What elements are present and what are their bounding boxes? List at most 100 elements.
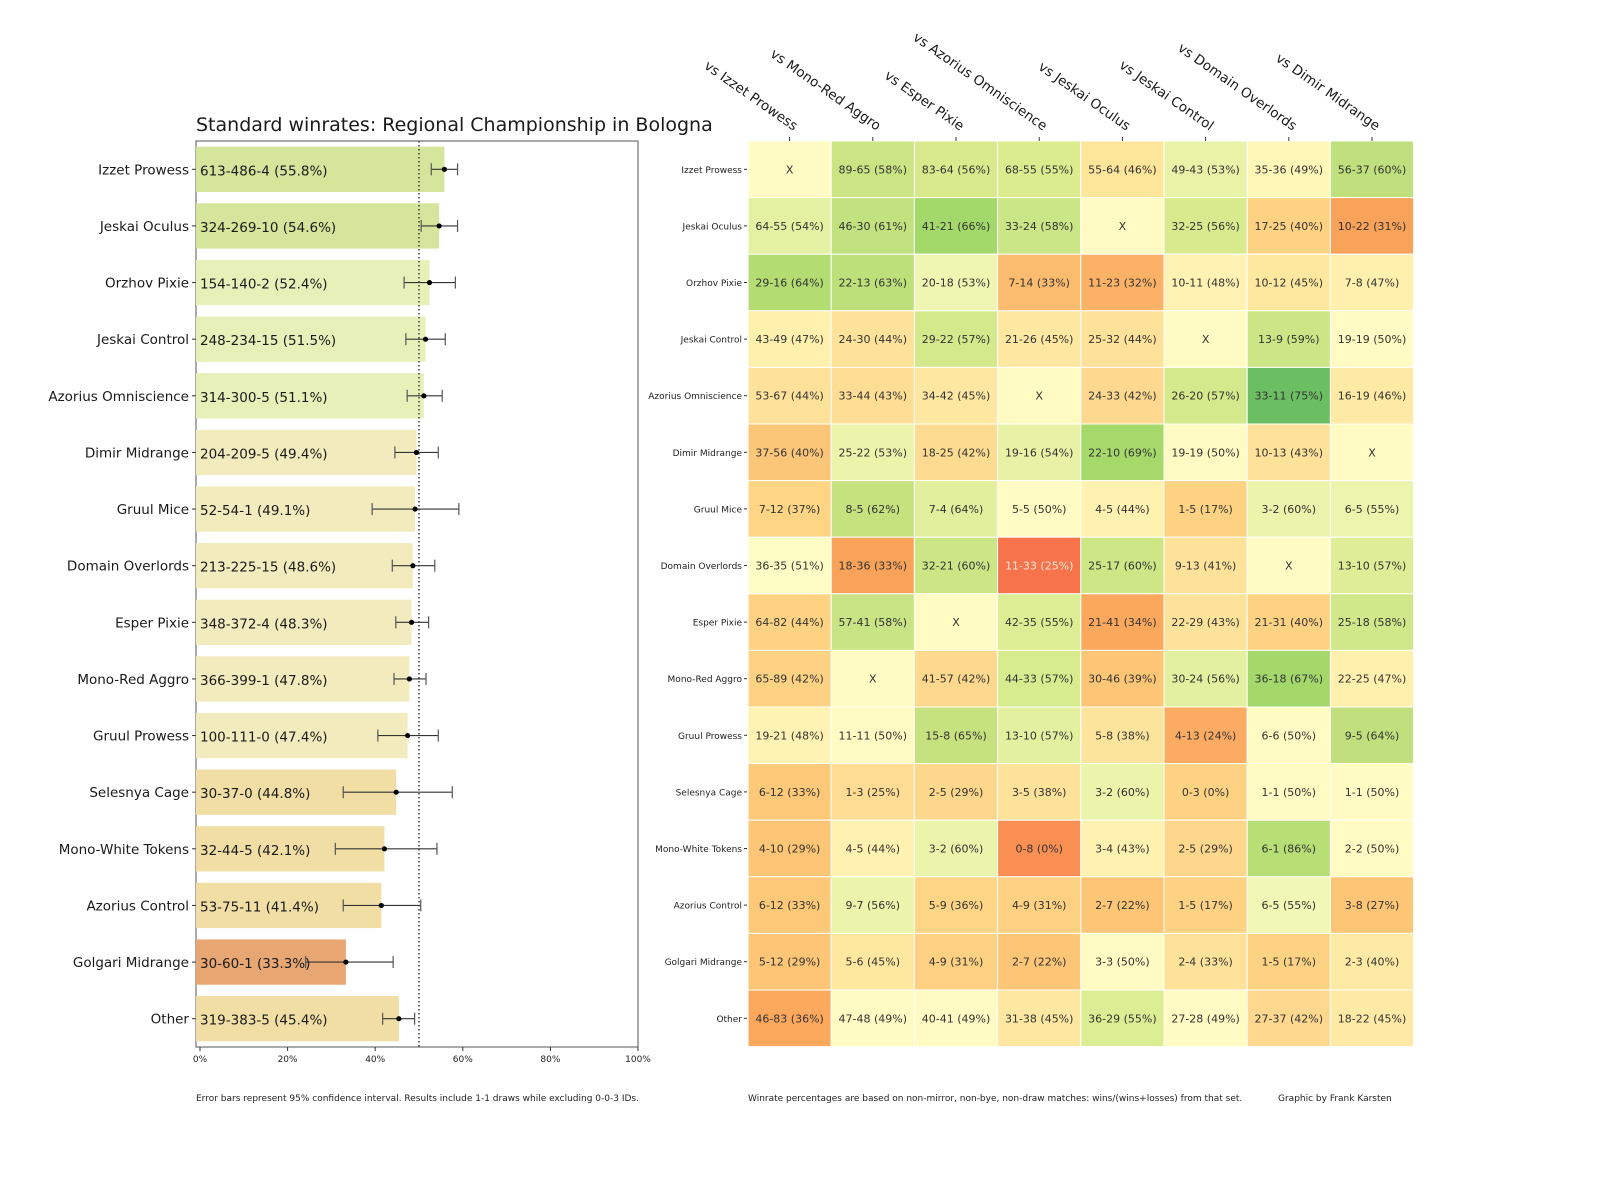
- heatmap-cell-label: 10-11 (48%): [1171, 277, 1240, 290]
- heatmap-cell-label: 4-10 (29%): [759, 843, 821, 856]
- heatmap-cell-label: 33-44 (43%): [839, 390, 908, 403]
- row-label: Golgari Midrange: [665, 958, 743, 968]
- row-label: Gruul Prowess: [678, 732, 742, 742]
- bar-10: [196, 712, 408, 759]
- heatmap-cell: [1329, 763, 1415, 821]
- heatmap-cell-label: 32-21 (60%): [922, 560, 991, 573]
- heatmap-cell-label: 19-16 (54%): [1005, 446, 1074, 459]
- heatmap-cell-label: 6-12 (33%): [759, 899, 821, 912]
- heatmap-cell-label: 20-18 (53%): [922, 277, 991, 290]
- y-tick-label: Jeskai Control: [96, 332, 189, 348]
- matchup-heatmap: X 89-65 (58%) 83-64 (56%) 68-55 (55%) 55-64 …: [648, 29, 1415, 1048]
- bar-1: [196, 203, 440, 249]
- mean-point-13: [378, 902, 384, 909]
- heatmap-cell: [1329, 310, 1415, 368]
- heatmap-cell-label: 4-9 (31%): [929, 956, 984, 969]
- heatmap-cell: [997, 763, 1082, 821]
- heatmap-cell-label: 30-46 (39%): [1088, 673, 1157, 686]
- heatmap-cell: [1246, 480, 1331, 538]
- heatmap-cell: [1246, 932, 1331, 991]
- heatmap-cell: [997, 876, 1082, 934]
- heatmap-cell: [1246, 366, 1331, 425]
- winrate-bar-chart: Izzet Prowess 613-486-4 (55.8%) Jeskai Ocu…: [48, 140, 651, 1065]
- heatmap-cell-label: 29-22 (57%): [922, 333, 991, 346]
- bar-data-label: 204-209-5 (49.4%): [200, 446, 328, 462]
- row-label: Azorius Omniscience: [648, 392, 742, 402]
- heatmap-cell-label: 6-5 (55%): [1262, 899, 1317, 912]
- bar-data-label: 324-269-10 (54.6%): [200, 220, 336, 236]
- bar-8: [196, 599, 412, 645]
- heatmap-cell: [1080, 989, 1165, 1048]
- heatmap-cell-label: 18-36 (33%): [839, 560, 908, 573]
- heatmap-cell-label: 10-12 (45%): [1255, 277, 1324, 290]
- heatmap-cell-label: 21-31 (40%): [1255, 616, 1324, 629]
- heatmap-cell: [747, 253, 832, 312]
- heatmap-cell: [1163, 989, 1248, 1048]
- heatmap-cell: [997, 536, 1082, 595]
- heatmap-cell: [830, 593, 915, 651]
- heatmap-cell-label: 35-36 (49%): [1255, 163, 1324, 176]
- x-tick-label: 0%: [193, 1055, 208, 1065]
- bar-9: [196, 656, 410, 702]
- heatmap-cell-label: 3-2 (60%): [1095, 786, 1150, 799]
- heatmap-cell-label: 2-5 (29%): [929, 786, 984, 799]
- heatmap-cell: [1080, 310, 1165, 368]
- mean-point-5: [413, 449, 419, 456]
- bar-4: [196, 373, 424, 419]
- heatmap-cell: [1329, 423, 1415, 482]
- heatmap-cell-label: 6-5 (55%): [1345, 503, 1400, 516]
- bar-15: [196, 996, 399, 1042]
- heatmap-cell: [830, 366, 915, 425]
- mean-point-6: [412, 506, 418, 512]
- x-tick-label: 40%: [365, 1055, 385, 1065]
- y-tick-label: Jeskai Oculus: [99, 219, 189, 235]
- heatmap-cell: [830, 876, 915, 934]
- heatmap-cell: [1163, 706, 1248, 765]
- heatmap-cell: [747, 197, 832, 255]
- heatmap-cell: [830, 140, 915, 199]
- heatmap-cell-label: 3-3 (50%): [1095, 956, 1150, 969]
- heatmap-cell: [1246, 140, 1331, 199]
- y-tick-label: Dimir Midrange: [85, 445, 189, 461]
- row-label: Jeskai Oculus: [682, 222, 743, 232]
- heatmap-cell: [997, 593, 1082, 651]
- heatmap-cell-label: 2-7 (22%): [1095, 899, 1150, 912]
- heatmap-cell: [1329, 706, 1415, 765]
- heatmap-cell-label: X: [1285, 560, 1293, 573]
- heatmap-cell-label: 2-7 (22%): [1012, 956, 1067, 969]
- heatmap-cell-label: 34-42 (45%): [922, 390, 991, 403]
- heatmap-cell-label: 6-1 (86%): [1262, 843, 1317, 856]
- heatmap-cell-label: 41-57 (42%): [922, 673, 991, 686]
- plot-frame: [195, 140, 639, 1048]
- y-tick-label: Golgari Midrange: [73, 955, 189, 971]
- heatmap-cell-label: 7-4 (64%): [929, 503, 984, 516]
- bar-data-label: 30-60-1 (33.3%): [200, 956, 310, 972]
- heatmap-cell-label: 9-13 (41%): [1175, 560, 1237, 573]
- heatmap-cell-label: 22-13 (63%): [839, 277, 908, 290]
- bar-chart-title: Standard winrates: Regional Championship…: [196, 114, 713, 136]
- heatmap-cell: [1163, 366, 1248, 425]
- bar-data-label: 100-111-0 (47.4%): [200, 730, 328, 746]
- heatmap-cell: [1080, 649, 1165, 708]
- heatmap-cell-label: 4-5 (44%): [846, 843, 901, 856]
- heatmap-cell-label: 46-83 (36%): [755, 1012, 824, 1025]
- heatmap-cell: [1163, 819, 1248, 878]
- heatmap-cell-label: 3-4 (43%): [1095, 843, 1150, 856]
- heatmap-cell: [1246, 763, 1331, 821]
- y-tick-label: Izzet Prowess: [98, 162, 189, 178]
- heatmap-cell: [1329, 593, 1415, 651]
- y-tick-label: Gruul Mice: [117, 502, 189, 518]
- heatmap-cell-label: 22-10 (69%): [1088, 446, 1157, 459]
- heatmap-cell-label: 43-49 (47%): [755, 333, 824, 346]
- heatmap-cell-label: 21-26 (45%): [1005, 333, 1074, 346]
- bar-chart-footnote: Error bars represent 95% confidence inte…: [196, 1094, 639, 1104]
- bar-5: [196, 429, 417, 476]
- row-label: Jeskai Control: [680, 336, 742, 346]
- row-label: Domain Overlords: [661, 562, 743, 572]
- bar-data-label: 213-225-15 (48.6%): [200, 560, 336, 576]
- heatmap-cell-label: 33-24 (58%): [1005, 220, 1074, 233]
- heatmap-cell-label: 64-55 (54%): [755, 220, 824, 233]
- heatmap-cell-label: 22-29 (43%): [1171, 616, 1240, 629]
- heatmap-cell-label: 2-4 (33%): [1178, 956, 1233, 969]
- heatmap-cell-label: 57-41 (58%): [839, 616, 908, 629]
